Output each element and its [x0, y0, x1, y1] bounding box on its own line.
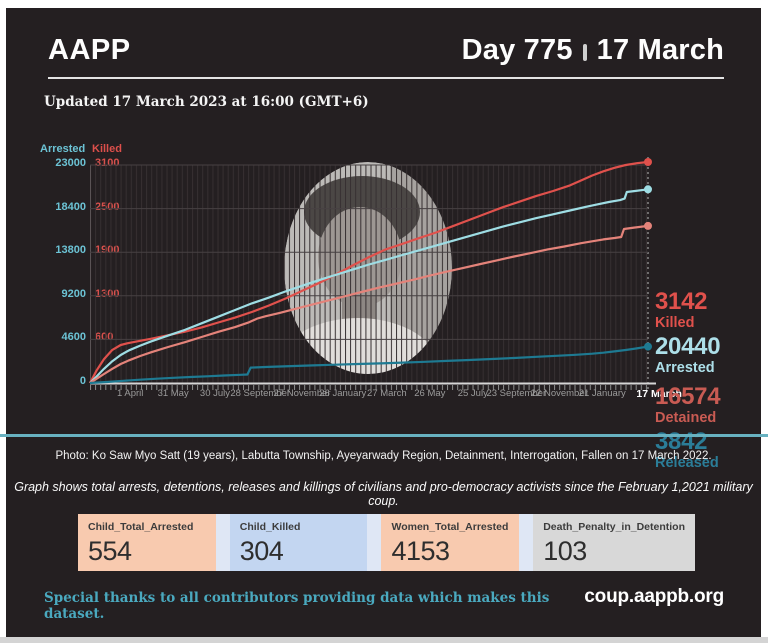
summary-killed-value: 3142	[655, 288, 708, 315]
y-ticks-arrested: 23000 18400 13800 9200 4600 0	[6, 140, 86, 390]
bottom-strip	[0, 637, 768, 643]
header-rule	[48, 77, 724, 79]
summary-killed-label: Killed	[655, 315, 695, 331]
stat-value: 103	[543, 536, 587, 566]
y-tick: 23000	[55, 157, 86, 169]
x-tick: 23 September	[486, 388, 547, 399]
summary-released-label: Released	[655, 455, 719, 471]
photo-caption: Photo: Ko Saw Myo Satt (19 years), Labut…	[55, 450, 712, 462]
day-title: Day 775 17 March	[462, 34, 724, 67]
stat-label: Death_Penalty_in_Detention	[543, 521, 685, 533]
x-axis-labels: 1 April 31 May 30 July 28 September 27 Novem…	[6, 388, 761, 404]
infographic-card: AAPP Day 775 17 March Updated 17 March 2…	[6, 8, 761, 637]
summary-arrested-value: 20440	[655, 333, 721, 360]
y-tick: 9200	[61, 287, 86, 300]
stat-label: Women_Total_Arrested	[391, 521, 509, 533]
stat-death-penalty: Death_Penalty_in_Detention 103	[533, 514, 695, 571]
stat-women-total-arrested: Women_Total_Arrested 4153	[381, 514, 520, 571]
summary-killed: 3142 Killed	[655, 288, 708, 331]
x-tick: 27 November	[273, 388, 331, 399]
y-tick: 13800	[55, 244, 86, 257]
graph-caption: Graph shows total arrests, detentions, r…	[14, 480, 753, 508]
stat-value: 554	[88, 536, 132, 566]
stat-label: Child_Total_Arrested	[88, 521, 194, 533]
footer: Special thanks to all contributors provi…	[44, 586, 724, 622]
summary-detained: 16574 Detained	[655, 383, 721, 426]
teal-divider	[0, 434, 768, 437]
day-count: Day 775	[461, 34, 573, 66]
series-end-dot	[644, 342, 652, 351]
stat-value: 4153	[391, 536, 450, 566]
line-chart: Arrested Killed 23000 18400 13800 9200 4600 0…	[6, 140, 761, 470]
series-arrested	[89, 188, 649, 384]
series-killed	[89, 160, 649, 384]
series-end-dot	[644, 221, 652, 230]
x-tick: 26 January	[319, 388, 367, 399]
stats-strip: Child_Total_Arrested 554 Child_Killed 30…	[78, 514, 695, 571]
thanks-text: Special thanks to all contributors provi…	[44, 590, 550, 622]
updated-timestamp: Updated 17 March 2023 at 16:00 (GMT+6)	[44, 94, 369, 110]
y-axis-label-killed: Killed	[92, 143, 122, 155]
series-end-dot	[644, 158, 652, 166]
summary-detained-value: 16574	[655, 383, 721, 410]
series-detained	[89, 224, 649, 384]
y-tick: 0	[79, 375, 86, 387]
x-tick: 17 March	[636, 388, 682, 400]
stat-value: 304	[239, 536, 284, 566]
y-tick: 18400	[55, 200, 86, 213]
series-end-dot	[644, 185, 652, 194]
x-tick: 30 July	[199, 388, 231, 399]
brand-logo: AAPP	[48, 34, 131, 66]
website-url: coup.aappb.org	[584, 586, 724, 607]
axis-tick-comb	[90, 385, 648, 390]
x-tick: 25 July	[457, 388, 488, 399]
x-tick: 31 May	[157, 388, 189, 399]
vertical-gridlines	[90, 165, 648, 383]
x-tick: 22 November	[530, 388, 588, 399]
x-tick: 21 January	[578, 388, 626, 399]
day-date: 17 March	[596, 34, 724, 66]
stat-child-total-arrested: Child_Total_Arrested 554	[78, 514, 216, 571]
summary-arrested-label: Arrested	[655, 360, 715, 376]
summary-arrested: 20440 Arrested	[655, 333, 721, 376]
plot-svg	[89, 157, 656, 390]
x-tick: 27 March	[367, 388, 407, 399]
stat-child-killed: Child_Killed 304	[229, 514, 368, 571]
summary-detained-label: Detained	[655, 410, 717, 426]
x-tick: 28 September	[230, 388, 291, 399]
summary-released-value: 3842	[655, 428, 708, 455]
stat-label: Child_Killed	[239, 521, 301, 533]
x-tick: 26 May	[414, 388, 446, 399]
summary-released: 3842 Released	[655, 430, 719, 471]
x-tick: 1 April	[116, 388, 144, 399]
y-tick: 4600	[61, 331, 86, 344]
y-axis-label-arrested: Arrested	[40, 143, 86, 155]
separator-bar-icon	[582, 44, 587, 61]
series-released	[89, 345, 649, 385]
